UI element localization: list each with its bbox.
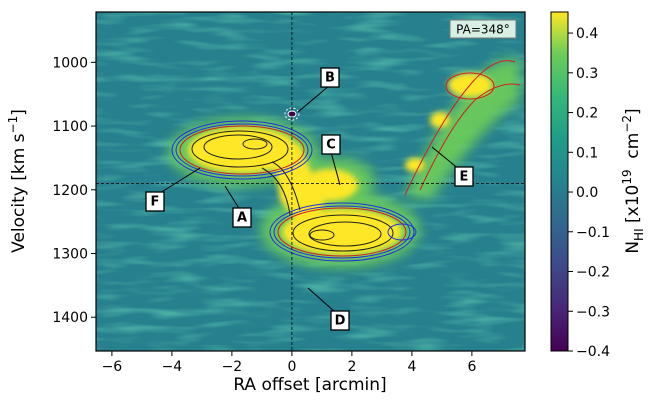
feature-box bbox=[232, 207, 252, 228]
pv-map bbox=[96, 12, 525, 351]
feature-box bbox=[145, 191, 165, 212]
y-tick-label: 1100 bbox=[52, 119, 88, 135]
colorbar-tick-label: 0.2 bbox=[576, 106, 598, 122]
colorbar-tick-label: −0.1 bbox=[576, 225, 610, 241]
cb-sub: HI bbox=[632, 228, 646, 241]
y-tick-label: 1400 bbox=[52, 310, 88, 326]
arrow bbox=[159, 167, 201, 194]
cb-close: ] bbox=[623, 108, 643, 115]
feature-label: E bbox=[460, 170, 469, 185]
x-tick-label: 6 bbox=[467, 359, 476, 375]
cb-unitexp: −2 bbox=[620, 115, 634, 133]
arrow bbox=[307, 287, 336, 313]
feature-label: A bbox=[237, 211, 247, 226]
colorbar-tick-label: −0.4 bbox=[576, 344, 610, 360]
x-tick-label: 0 bbox=[287, 359, 296, 375]
arrow bbox=[330, 151, 341, 186]
colorbar-tick-label: 0.0 bbox=[576, 185, 598, 201]
contours bbox=[171, 60, 521, 262]
colorbar-label: NHI [x1019 cm−2] bbox=[620, 108, 646, 253]
colorbar-tick-label: 0.1 bbox=[576, 145, 598, 161]
x-axis-label: RA offset [arcmin] bbox=[233, 375, 386, 395]
y-axis-label-exp: −1 bbox=[6, 116, 20, 134]
pa-box bbox=[449, 19, 517, 39]
arrow bbox=[431, 146, 461, 171]
y-axis-label-close: ] bbox=[9, 109, 29, 116]
pa-label: PA=348° bbox=[456, 23, 510, 37]
plot-frame bbox=[95, 11, 526, 352]
feature-box bbox=[330, 310, 350, 331]
feature-box bbox=[321, 134, 341, 155]
y-axis-label-main: Velocity [km s bbox=[9, 133, 29, 253]
feature-annotations: A B C D E F bbox=[145, 67, 474, 331]
y-tick-label: 1300 bbox=[52, 247, 88, 263]
feature-label: D bbox=[335, 314, 346, 329]
cb-main: N bbox=[623, 241, 643, 254]
cb-mid: [x10 bbox=[623, 185, 643, 229]
y-axis-label: Velocity [km s−1] bbox=[6, 109, 29, 253]
y-tick-label: 1000 bbox=[52, 55, 88, 71]
cb-exp: 19 bbox=[620, 169, 634, 184]
arrow bbox=[224, 185, 241, 211]
colorbar-tick-label: 0.4 bbox=[576, 26, 598, 42]
y-tick-label: 1200 bbox=[52, 183, 88, 199]
colorbar-tick-label: −0.2 bbox=[576, 265, 610, 281]
feature-box bbox=[454, 166, 474, 187]
colorbar bbox=[550, 11, 569, 352]
colorbar-tick-label: 0.3 bbox=[576, 66, 598, 82]
feature-label: B bbox=[325, 71, 335, 86]
x-tick-label: −4 bbox=[162, 359, 183, 375]
reference-lines bbox=[96, 12, 525, 351]
feature-label: C bbox=[326, 138, 336, 153]
x-tick-label: 2 bbox=[347, 359, 356, 375]
x-tick-label: −2 bbox=[222, 359, 243, 375]
feature-box bbox=[320, 67, 340, 88]
colorbar-tick-label: −0.3 bbox=[576, 304, 610, 320]
cb-unit: cm bbox=[623, 133, 643, 170]
arrow bbox=[297, 84, 331, 113]
feature-label: F bbox=[151, 195, 160, 210]
x-tick-label: 4 bbox=[407, 359, 416, 375]
x-tick-label: −6 bbox=[102, 359, 123, 375]
